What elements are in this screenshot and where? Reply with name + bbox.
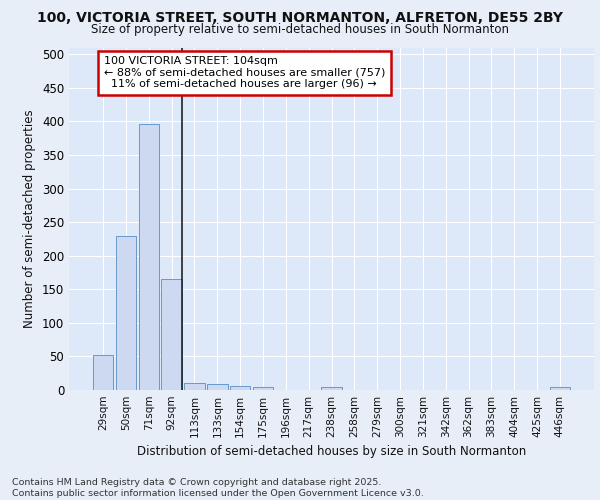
Bar [253, 386, 273, 390]
Bar [550, 386, 570, 390]
Text: 100, VICTORIA STREET, SOUTH NORMANTON, ALFRETON, DE55 2BY: 100, VICTORIA STREET, SOUTH NORMANTON, A… [37, 11, 563, 25]
Bar [184, 382, 205, 390]
Bar [230, 386, 250, 390]
Bar [321, 386, 342, 390]
Bar [93, 355, 113, 390]
Bar [116, 236, 136, 390]
Text: Contains HM Land Registry data © Crown copyright and database right 2025.
Contai: Contains HM Land Registry data © Crown c… [12, 478, 424, 498]
Text: 100 VICTORIA STREET: 104sqm
← 88% of semi-detached houses are smaller (757)
  11: 100 VICTORIA STREET: 104sqm ← 88% of sem… [104, 56, 385, 90]
X-axis label: Distribution of semi-detached houses by size in South Normanton: Distribution of semi-detached houses by … [137, 446, 526, 458]
Y-axis label: Number of semi-detached properties: Number of semi-detached properties [23, 110, 37, 328]
Bar [207, 384, 227, 390]
Bar [161, 279, 182, 390]
Bar [139, 124, 159, 390]
Text: Size of property relative to semi-detached houses in South Normanton: Size of property relative to semi-detach… [91, 22, 509, 36]
